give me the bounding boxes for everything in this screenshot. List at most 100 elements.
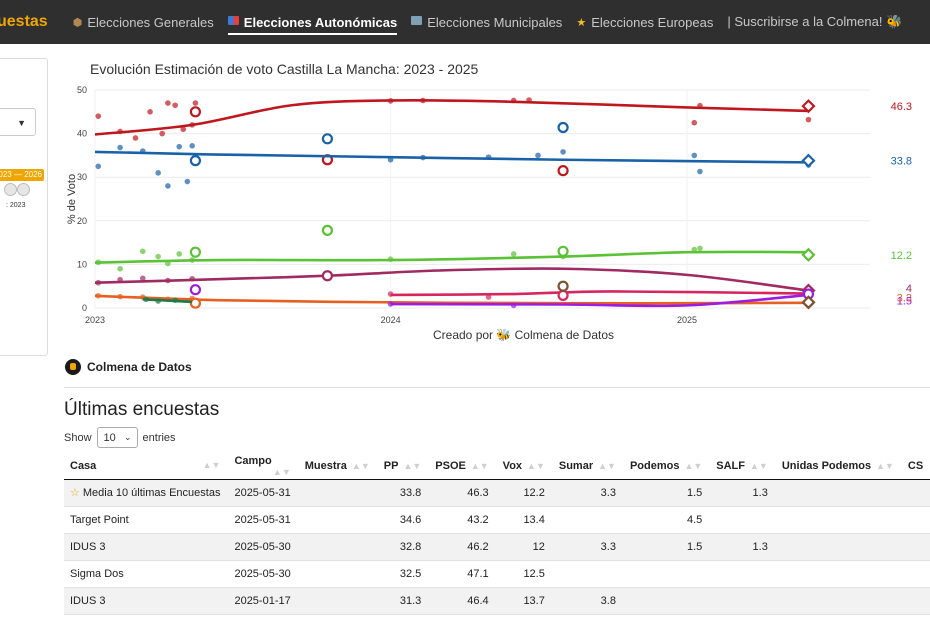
table-cell (775, 506, 902, 534)
site-brand[interactable]: uestas (0, 13, 48, 30)
data-point (139, 275, 146, 282)
slider-handle-end[interactable] (17, 183, 31, 196)
table-cell: 2025-05-30 (228, 533, 299, 561)
data-point (697, 245, 703, 252)
poll-marker (321, 270, 334, 282)
chart-title: Evolución Estimación de voto Castilla La… (90, 61, 479, 77)
map-icon (227, 16, 239, 28)
filter-panel (0, 58, 48, 356)
table-cell: 12.5 (496, 560, 553, 588)
chevron-down-icon: ⌄ (123, 432, 132, 442)
table-cell: 2025-05-31 (228, 479, 299, 507)
table-cell: 4 (901, 479, 930, 507)
column-header-muestra[interactable]: Muestra ▲▼ (298, 453, 378, 480)
column-header-campo[interactable]: Campo ▲▼ (228, 453, 299, 480)
poll-marker (189, 297, 202, 309)
data-point (192, 100, 199, 106)
poll-marker (321, 133, 334, 145)
trend-line (142, 297, 193, 304)
table-cell (298, 506, 378, 534)
table-cell: 33.8 (377, 479, 430, 507)
sort-icon: ▲▼ (470, 460, 489, 471)
nav-elecciones-europeas[interactable]: ★ Elecciones Europeas (576, 0, 713, 44)
table-row[interactable]: IDUS 3 2025-05-30 32.8 46.2 12 3.3 1.5 1.3 (64, 533, 930, 561)
table-cell: 46.4 (429, 587, 497, 615)
table-cell: 4.5 (623, 506, 711, 534)
average-marker (801, 295, 816, 310)
column-header-psoe[interactable]: PSOE ▲▼ (429, 453, 497, 480)
column-header-unidas-podemos[interactable]: Unidas Podemos ▲▼ (775, 453, 902, 480)
trend-line (94, 150, 809, 164)
sort-icon: ▲▼ (351, 460, 370, 471)
column-header-sumar[interactable]: Sumar ▲▼ (552, 453, 624, 480)
sort-icon: ▲▼ (202, 459, 221, 470)
table-cell: 4 (901, 560, 930, 588)
show-label: Show (64, 431, 92, 444)
table-cell: 1.5 (623, 479, 711, 507)
top-navbar: uestas ⬢ Elecciones Generales Elecciones… (0, 0, 930, 44)
table-cell (775, 533, 902, 561)
poll-marker (557, 280, 569, 292)
box-icon: ⬢ (72, 16, 83, 29)
data-point (155, 253, 161, 260)
column-header-cs[interactable]: CS▲▼ (901, 453, 930, 480)
nav-elecciones-municipales[interactable]: Elecciones Municipales (411, 0, 562, 44)
table-cell: 1.3 (710, 533, 776, 561)
table-header-row: Casa ▲▼ Campo ▲▼ Muestra ▲▼ PP ▲▼ PSOE ▲▼ Vox… (64, 453, 930, 480)
region-select[interactable]: ▼ (0, 108, 36, 136)
bee-icon (65, 359, 81, 375)
poll-marker (557, 165, 569, 177)
column-header-pp[interactable]: PP ▲▼ (377, 453, 430, 480)
average-marker (801, 247, 816, 262)
poll-evolution-chart[interactable]: 0 10 20 30 40 50 2023 2024 2025 % de Voto 46.3 33.8… (60, 80, 930, 330)
y-tick-label: 0 (82, 303, 87, 313)
table-cell (298, 560, 378, 588)
column-header-casa[interactable]: Casa ▲▼ (64, 453, 229, 480)
date-range-slider[interactable] (4, 183, 31, 201)
data-point (172, 102, 178, 109)
polls-table: Casa ▲▼ Campo ▲▼ Muestra ▲▼ PP ▲▼ PSOE ▲▼ Vox… (64, 453, 930, 615)
table-row[interactable]: Target Point 2025-05-31 34.6 43.2 13.4 4.5 (64, 506, 930, 534)
poll-marker (189, 155, 202, 167)
column-header-salf[interactable]: SALF ▲▼ (710, 453, 776, 480)
table-cell: 3.3 (552, 479, 624, 507)
table-cell (552, 506, 624, 534)
series-end-label: 46.3 (891, 101, 912, 113)
data-point (132, 135, 139, 141)
series-end-label: 12.2 (891, 250, 912, 262)
colmena-logo[interactable]: Colmena de Datos (65, 359, 192, 375)
series-end-label: 33.8 (891, 156, 912, 168)
nav-label: Elecciones Generales (87, 14, 214, 30)
column-header-podemos[interactable]: Podemos ▲▼ (623, 453, 711, 480)
y-tick-label: 40 (77, 129, 87, 139)
nav-suscribirse[interactable]: | Suscribirse a la Colmena! 🐝 (727, 0, 902, 44)
table-cell (775, 587, 902, 615)
nav-label: | Suscribirse a la Colmena! 🐝 (727, 14, 903, 29)
table-cell (775, 560, 902, 588)
nav-elecciones-autonomicas[interactable]: Elecciones Autonómicas (227, 0, 398, 44)
table-row[interactable]: IDUS 3 2025-01-17 31.3 46.4 13.7 3.8 (64, 587, 930, 615)
data-point (180, 126, 187, 133)
nav-elecciones-generales[interactable]: ⬢ Elecciones Generales (73, 0, 214, 44)
table-cell (552, 560, 624, 588)
x-tick-label: 2023 (85, 315, 105, 325)
data-point (147, 109, 153, 115)
divider (64, 387, 930, 388)
slider-handle-start[interactable] (4, 183, 17, 196)
x-tick-label: 2024 (381, 315, 401, 325)
poll-marker (321, 224, 334, 236)
nav-label: Elecciones Europeas (591, 14, 714, 30)
poll-marker (189, 246, 202, 258)
table-cell: 46.2 (429, 533, 497, 561)
table-row[interactable]: ☆ Media 10 últimas Encuestas 2025-05-31 33.… (64, 479, 930, 507)
table-cell: 32.5 (377, 560, 430, 588)
entries-per-page-select[interactable]: 10 ⌄ (96, 427, 138, 448)
section-title: Últimas encuestas (64, 399, 220, 420)
series-end-label: 1.5 (897, 296, 912, 308)
y-tick-label: 10 (77, 259, 87, 269)
column-header-vox[interactable]: Vox ▲▼ (496, 453, 553, 480)
table-cell: 43.2 (429, 506, 497, 534)
chart-credit: Creado por 🐝 Colmena de Datos (433, 328, 615, 342)
y-tick-label: 30 (77, 172, 87, 182)
